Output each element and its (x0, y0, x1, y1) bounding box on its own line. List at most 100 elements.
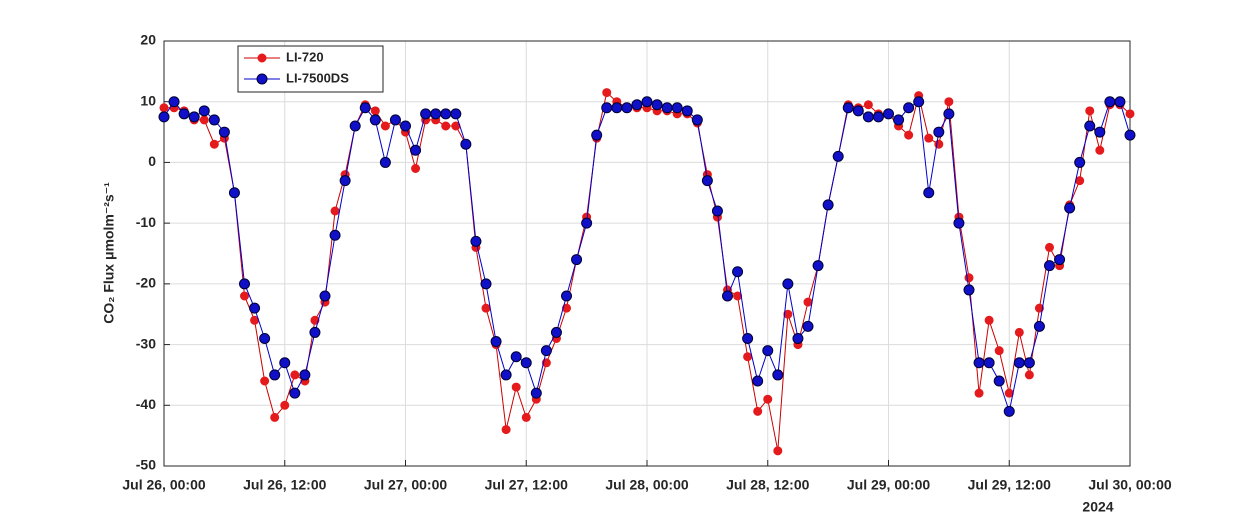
data-point (410, 144, 422, 156)
data-point (511, 382, 521, 392)
data-point (732, 266, 744, 278)
data-point (1125, 109, 1135, 119)
data-point (299, 369, 311, 381)
x-tick-label: Jul 30, 00:00 (1088, 477, 1171, 493)
data-point (963, 284, 975, 296)
x-tick-label: Jul 26, 12:00 (243, 477, 326, 493)
data-point (550, 326, 562, 338)
data-point (872, 111, 884, 123)
data-point (280, 400, 290, 410)
y-tick-label: 0 (148, 153, 156, 169)
data-point (671, 102, 683, 114)
data-point (289, 387, 301, 399)
data-point (1045, 242, 1054, 252)
data-point (933, 126, 945, 138)
data-point (1124, 129, 1136, 141)
data-point (1044, 260, 1055, 272)
legend-marker (256, 73, 268, 85)
data-point (359, 102, 371, 114)
data-point (943, 108, 955, 120)
data-point (1084, 120, 1096, 132)
data-point (772, 369, 784, 381)
data-point (984, 315, 994, 325)
y-axis-label: CO₂ Flux μmolm⁻²s⁻¹ (101, 182, 117, 324)
data-point (1064, 202, 1076, 214)
data-point (209, 139, 219, 149)
data-point (763, 394, 773, 404)
data-point (521, 412, 531, 422)
data-point (309, 326, 321, 338)
data-point (279, 357, 291, 369)
data-point (501, 425, 511, 435)
data-point (883, 108, 894, 120)
data-point (773, 446, 783, 456)
data-point (621, 102, 633, 114)
data-point (591, 129, 603, 141)
data-point (631, 99, 643, 111)
data-point (953, 217, 965, 229)
data-point (450, 108, 462, 120)
data-point (1024, 370, 1034, 380)
data-point (742, 333, 754, 344)
data-point (389, 114, 401, 126)
data-point (330, 206, 340, 216)
data-point (349, 120, 361, 132)
y-tick-label: 10 (140, 92, 156, 108)
data-point (711, 205, 723, 217)
data-point (783, 309, 793, 319)
data-point (1023, 357, 1035, 369)
data-point (481, 303, 491, 313)
axes-box (163, 40, 1131, 467)
data-point (1054, 254, 1066, 266)
data-point (379, 156, 391, 168)
data-point (1085, 106, 1095, 116)
data-point (430, 108, 442, 120)
data-point (802, 320, 814, 332)
data-point (218, 126, 230, 138)
data-point (762, 345, 774, 357)
data-point (832, 150, 844, 162)
data-point (752, 375, 764, 387)
data-point (240, 291, 249, 301)
data-point (480, 278, 492, 290)
data-point (681, 105, 693, 117)
data-point (269, 369, 281, 381)
data-point (310, 315, 320, 325)
y-tick-label: -30 (136, 335, 156, 351)
data-point (701, 175, 713, 187)
data-point (611, 102, 623, 114)
x-year-label: 2024 (1082, 499, 1113, 515)
y-tick-label: -10 (136, 214, 156, 230)
data-point (239, 278, 250, 290)
data-point (159, 103, 169, 113)
y-tick-label: 20 (140, 32, 156, 48)
x-tick-label: Jul 26, 00:00 (122, 477, 205, 493)
data-point (924, 133, 934, 143)
data-point (490, 336, 502, 348)
data-point (862, 111, 874, 123)
data-point (602, 88, 612, 98)
data-point (370, 106, 380, 116)
data-point (1114, 96, 1126, 108)
data-point (904, 130, 914, 140)
data-point (319, 290, 331, 302)
data-point (440, 108, 452, 120)
data-point (420, 108, 432, 120)
data-point (228, 187, 240, 199)
data-point (812, 260, 824, 272)
y-tick-label: -50 (136, 457, 156, 473)
data-point (1075, 176, 1085, 186)
legend-label: LI-7500DS (286, 70, 349, 85)
data-point (822, 199, 834, 211)
data-point (973, 357, 985, 369)
data-point (983, 357, 995, 369)
data-point (722, 290, 733, 302)
data-point (510, 351, 522, 363)
data-point (380, 121, 390, 131)
data-point (562, 303, 571, 313)
data-point (369, 114, 381, 126)
data-point (168, 96, 180, 108)
legend-label: LI-720 (286, 49, 324, 64)
data-point (903, 102, 915, 114)
